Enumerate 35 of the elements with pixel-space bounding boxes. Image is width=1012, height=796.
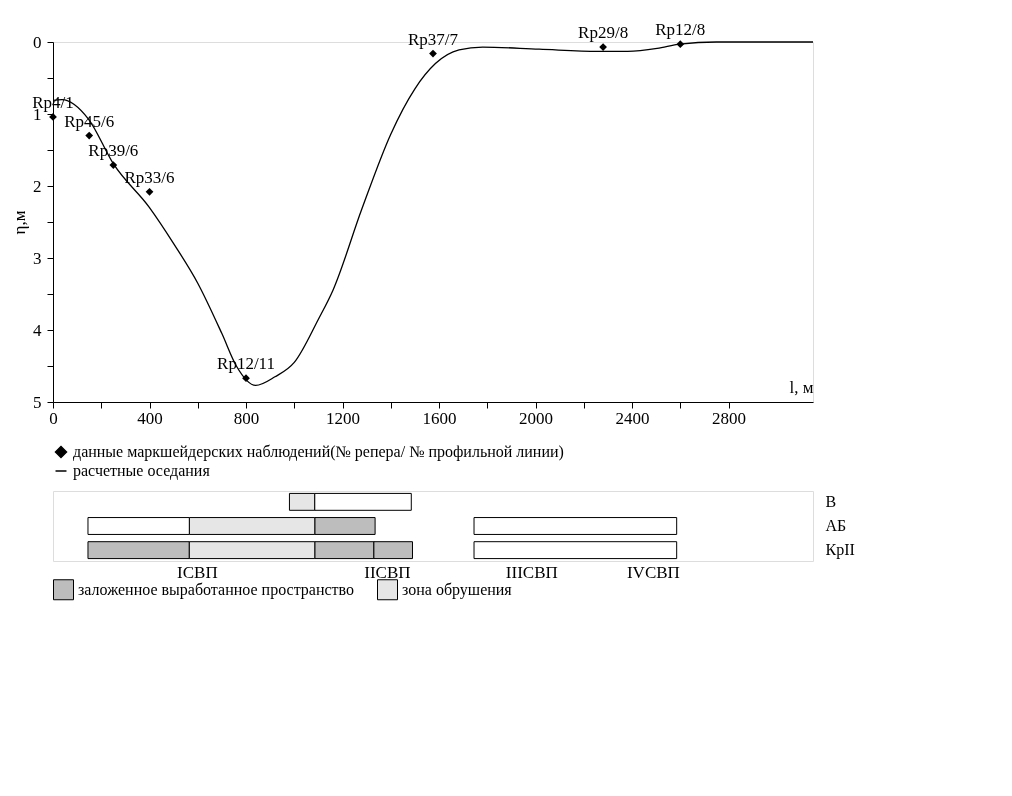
text: IСВП [177, 563, 218, 582]
x-tick-label: 1200 [326, 408, 361, 428]
point [145, 187, 154, 196]
point [85, 131, 94, 140]
legend-label: заложенное выработанное пространство [78, 580, 355, 599]
point [429, 49, 437, 58]
y-tick-label: 3 [33, 248, 42, 268]
y-tick-label: АБ [825, 517, 847, 534]
legend-label: расчетные оседания [73, 462, 211, 480]
x-tick-label: 2000 [519, 408, 554, 428]
x-tick-label: 400 [137, 408, 163, 428]
y-tick-label: 5 [33, 392, 42, 412]
annotation: Rp29/8 [578, 23, 629, 43]
legend-label: данные маркшейдерских наблюдений(№ репера/ № профильной линии) [73, 443, 564, 461]
text: IIIСВП [505, 563, 558, 582]
annotation: Rp37/7 [407, 29, 459, 49]
x-tick-label: 800 [233, 408, 260, 428]
annotation: Rp33/6 [124, 167, 175, 187]
y-axis-title: η,м [10, 210, 29, 235]
y-tick-label: В [825, 492, 837, 510]
bar [473, 541, 678, 560]
x-tick-label: 2400 [615, 408, 650, 428]
text: IVСВП [626, 563, 680, 582]
bar [473, 517, 678, 535]
y-tick-label: КрII [825, 541, 855, 560]
y-tick-label: 4 [33, 320, 42, 340]
x-tick-label: 1600 [422, 408, 457, 428]
annotation: Rp12/8 [655, 20, 706, 40]
legend-label: зона обрушения [402, 580, 513, 599]
x-tick-label: 0 [49, 408, 58, 428]
y-tick-label: 2 [33, 176, 42, 196]
text: IIСВП [364, 563, 411, 582]
x-axis-title: l, м [789, 377, 814, 397]
y-tick-label: 0 [33, 32, 42, 52]
x-tick-label: 2800 [712, 408, 747, 428]
